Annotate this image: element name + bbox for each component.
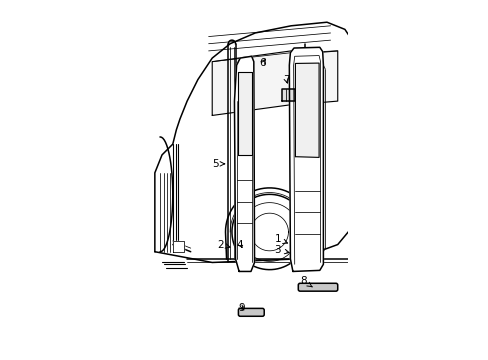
Text: 2: 2 <box>216 239 229 249</box>
Polygon shape <box>282 89 294 101</box>
Polygon shape <box>155 22 362 262</box>
FancyBboxPatch shape <box>298 283 337 291</box>
Polygon shape <box>172 241 183 252</box>
Polygon shape <box>289 47 323 271</box>
Text: 1: 1 <box>274 234 287 244</box>
Polygon shape <box>212 51 290 116</box>
Polygon shape <box>295 63 319 157</box>
Text: 7: 7 <box>283 75 289 85</box>
Text: 9: 9 <box>238 303 245 313</box>
Polygon shape <box>238 72 251 155</box>
Polygon shape <box>294 51 337 105</box>
Text: 5: 5 <box>211 159 224 169</box>
Text: 3: 3 <box>274 245 288 255</box>
Text: 8: 8 <box>300 276 311 287</box>
Text: 6: 6 <box>259 58 265 68</box>
FancyBboxPatch shape <box>238 309 264 316</box>
Polygon shape <box>234 56 254 271</box>
Text: 4: 4 <box>236 239 243 249</box>
